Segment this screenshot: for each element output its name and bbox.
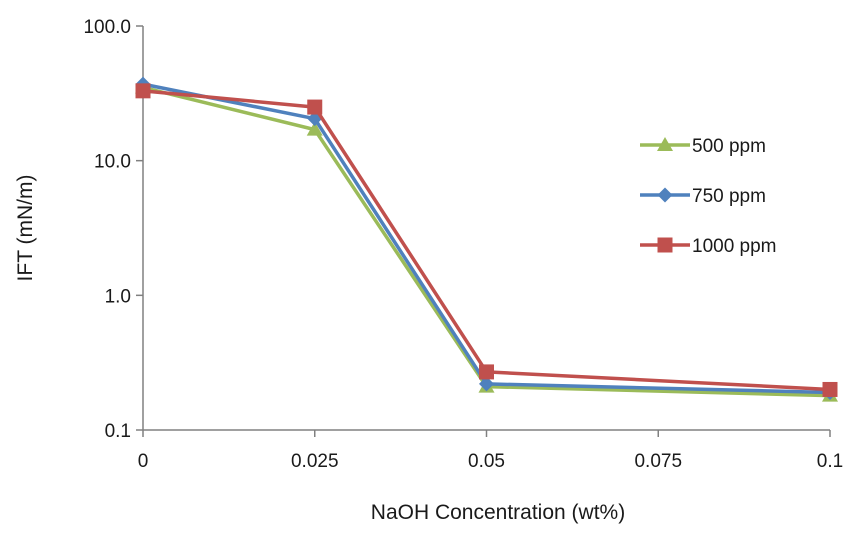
- x-tick-label: 0.075: [634, 451, 682, 472]
- y-tick-label: 1.0: [105, 286, 131, 307]
- x-tick-label: 0.05: [468, 451, 505, 472]
- legend-item: 750 ppm: [640, 186, 766, 207]
- legend-label: 500 ppm: [692, 136, 766, 157]
- data-point: [135, 83, 151, 99]
- series-line: [142, 89, 831, 392]
- legend-item: 500 ppm: [640, 136, 766, 157]
- y-tick-label: 10.0: [94, 152, 131, 173]
- legend-marker: [657, 187, 673, 203]
- legend-marker: [657, 237, 673, 253]
- legend-item: 1000 ppm: [640, 236, 777, 257]
- data-point: [479, 376, 494, 392]
- legend-label: 1000 ppm: [692, 236, 777, 257]
- data-point: [479, 364, 494, 380]
- data-point: [306, 121, 323, 136]
- data-point: [822, 381, 838, 397]
- series-line: [142, 85, 831, 398]
- y-tick-label: 0.1: [105, 421, 131, 442]
- data-point: [307, 99, 323, 115]
- x-tick-label: 0.025: [291, 451, 339, 472]
- y-tick-label: 100.0: [83, 17, 131, 38]
- x-axis-title: NaOH Concentration (wt%): [371, 501, 625, 524]
- legend-marker: [657, 137, 673, 151]
- x-tick-label: 0.1: [817, 451, 843, 472]
- series-line: [142, 82, 831, 395]
- series-group: [135, 76, 838, 402]
- axes: 0.1 1.0 10.0 100.0 0 0.025 0.05 0.075 0.1: [83, 17, 843, 472]
- legend-label: 750 ppm: [692, 186, 766, 207]
- legend: 500 ppm 750 ppm 1000 ppm: [640, 136, 777, 257]
- y-axis-title: IFT (mN/m): [14, 175, 37, 282]
- x-tick-label: 0: [138, 451, 149, 472]
- series-1000-ppm: [135, 83, 838, 397]
